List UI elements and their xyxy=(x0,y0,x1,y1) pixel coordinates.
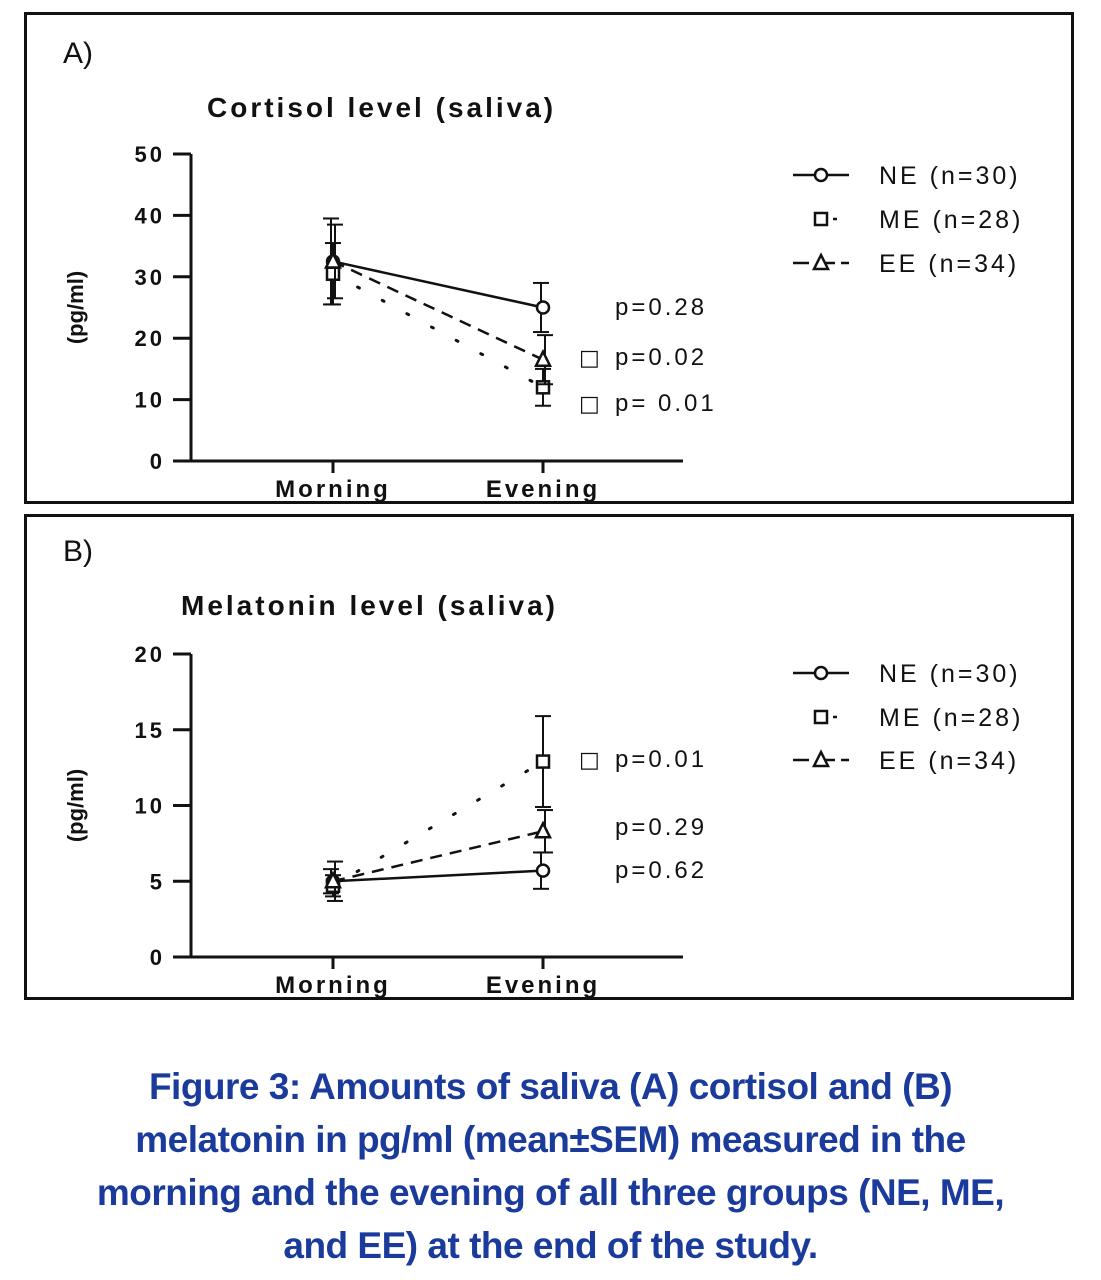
data-point-triangle xyxy=(533,820,553,839)
series-line-square xyxy=(331,272,545,389)
y-axis-label: (pg/ml) xyxy=(63,271,88,344)
caption-line: melatonin in pg/ml (mean±SEM) measured i… xyxy=(135,1119,966,1160)
legend-marker-triangle xyxy=(811,252,831,271)
series-line-triangle xyxy=(332,260,544,361)
y-tick-label: 20 xyxy=(135,642,165,667)
data-point-circle xyxy=(535,863,551,878)
panel-label: A) xyxy=(63,37,93,70)
series-line-circle xyxy=(332,260,544,309)
data-point-triangle xyxy=(533,348,553,367)
legend-marker-triangle xyxy=(811,749,831,768)
chart-title: Melatonin level (saliva) xyxy=(181,590,558,621)
y-tick-label: 10 xyxy=(135,794,165,819)
p-value-annotation: p=0.01 xyxy=(615,746,707,773)
series-line-circle xyxy=(332,869,544,883)
y-tick-label: 10 xyxy=(135,388,165,413)
legend-entry: NE (n=30) xyxy=(879,162,1021,190)
annotation-marker: □ xyxy=(579,346,600,371)
p-value-annotation: p=0.62 xyxy=(615,857,707,884)
legend-entry: EE (n=34) xyxy=(879,250,1019,278)
legend-entry: ME (n=28) xyxy=(879,206,1023,234)
panel-b-melatonin: B) Melatonin level (saliva) (pg/ml) 0 5 10 15 2… xyxy=(24,514,1074,1000)
x-tick-label: Morning xyxy=(275,972,391,997)
data-point-square xyxy=(325,266,341,281)
p-value-annotation: p=0.02 xyxy=(615,344,707,371)
x-tick-label: Morning xyxy=(275,476,391,501)
data-point-triangle xyxy=(323,250,343,269)
y-tick-label: 0 xyxy=(150,945,165,970)
annotation-marker: □ xyxy=(579,748,600,773)
p-value-annotation: p=0.29 xyxy=(615,814,707,841)
y-tick-label: 20 xyxy=(135,326,165,351)
caption-line: Figure 3: Amounts of saliva (A) cortisol… xyxy=(148,1066,953,1107)
y-axis-label: (pg/ml) xyxy=(63,769,88,842)
legend-marker-circle xyxy=(813,665,829,681)
legend-entry: NE (n=30) xyxy=(879,660,1021,688)
p-value-annotation: p=0.28 xyxy=(615,294,707,321)
legend-entry: EE (n=34) xyxy=(879,747,1019,775)
y-tick-label: 30 xyxy=(135,265,165,290)
y-tick-label: 15 xyxy=(135,718,165,743)
data-point-square xyxy=(535,380,551,395)
data-point-square xyxy=(535,754,551,769)
y-tick-label: 5 xyxy=(150,869,165,894)
p-value-annotation: p= 0.01 xyxy=(615,390,717,417)
x-tick-label: Evening xyxy=(486,972,600,997)
chart-title: Cortisol level (saliva) xyxy=(207,92,556,123)
x-tick-label: Evening xyxy=(486,476,600,501)
y-tick-label: 0 xyxy=(150,449,165,474)
series-line-triangle xyxy=(332,830,544,883)
legend-marker-circle xyxy=(813,167,829,183)
panel-a-cortisol: A) Cortisol level (saliva) (pg/ml) 0 10 20 30 4… xyxy=(24,12,1074,504)
y-tick-label: 50 xyxy=(135,142,165,167)
figure-caption: Figure 3: Amounts of saliva (A) cortisol… xyxy=(10,1060,1091,1272)
legend-entry: ME (n=28) xyxy=(879,704,1023,732)
melatonin-chart: B) Melatonin level (saliva) (pg/ml) 0 5 10 15 2… xyxy=(63,535,1023,997)
caption-line: morning and the evening of all three gro… xyxy=(96,1172,1005,1213)
cortisol-chart: A) Cortisol level (saliva) (pg/ml) 0 10 20 30 4… xyxy=(63,37,1023,501)
legend-marker-square xyxy=(813,211,829,227)
caption-line: and EE) at the end of the study. xyxy=(283,1225,818,1266)
panel-label: B) xyxy=(63,535,93,568)
legend-marker-square xyxy=(813,709,829,725)
series-line-square xyxy=(331,760,545,888)
y-tick-label: 40 xyxy=(135,203,165,228)
annotation-marker: □ xyxy=(579,392,600,417)
data-point-circle xyxy=(535,300,551,315)
data-point-triangle xyxy=(323,870,343,889)
